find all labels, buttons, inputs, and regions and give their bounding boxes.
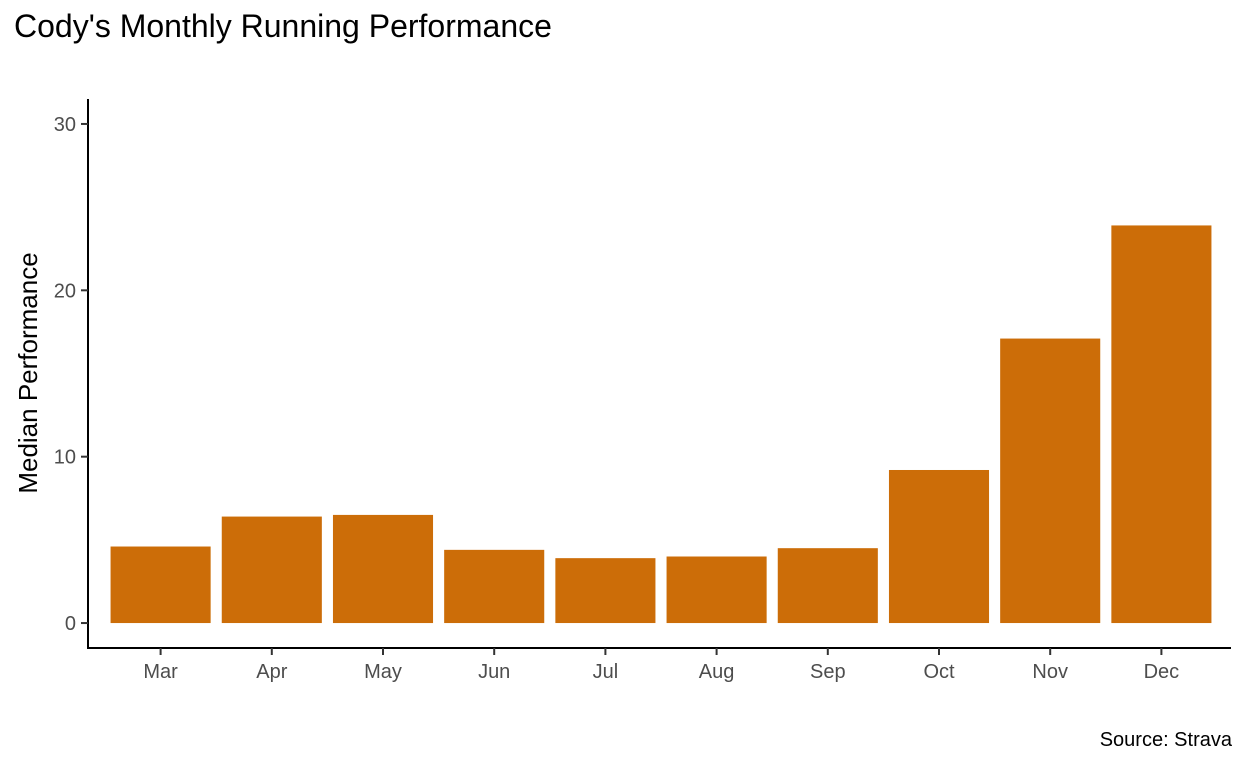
x-tick-label-dec: Dec	[1144, 661, 1180, 683]
bar-sep	[777, 548, 878, 624]
x-tick-label-apr: Apr	[256, 661, 287, 683]
bars-group	[110, 225, 1212, 624]
y-tick-label: 0	[65, 613, 76, 635]
bar-mar	[110, 546, 211, 624]
bar-aug	[666, 556, 767, 624]
x-tick-label-jun: Jun	[478, 661, 510, 683]
bar-oct	[888, 469, 990, 624]
source-caption: Source: Strava	[1099, 729, 1232, 751]
bar-apr	[221, 516, 322, 624]
y-tick-label: 20	[54, 280, 76, 302]
bar-jun	[444, 549, 545, 624]
bar-dec	[1111, 225, 1212, 624]
x-tick-label-sep: Sep	[810, 661, 846, 683]
y-axis-title: Median Performance	[13, 252, 43, 493]
x-axis-ticks: Mar Apr May Jun Jul Aug Sep Oct Nov Dec	[143, 648, 1179, 683]
x-tick-label-mar: Mar	[143, 661, 178, 683]
x-tick-label-aug: Aug	[699, 661, 735, 683]
y-axis-ticks: 0 10 20 30	[54, 114, 88, 635]
bar-may	[332, 514, 434, 624]
y-tick-label: 10	[54, 447, 76, 469]
y-tick-label: 30	[54, 114, 76, 136]
x-tick-label-nov: Nov	[1032, 661, 1068, 683]
bar-nov	[1000, 338, 1101, 624]
x-tick-label-jul: Jul	[593, 661, 619, 683]
bar-jul	[555, 558, 656, 624]
x-tick-label-oct: Oct	[923, 661, 955, 683]
chart-title: Cody's Monthly Running Performance	[14, 8, 552, 44]
x-tick-label-may: May	[364, 661, 402, 683]
